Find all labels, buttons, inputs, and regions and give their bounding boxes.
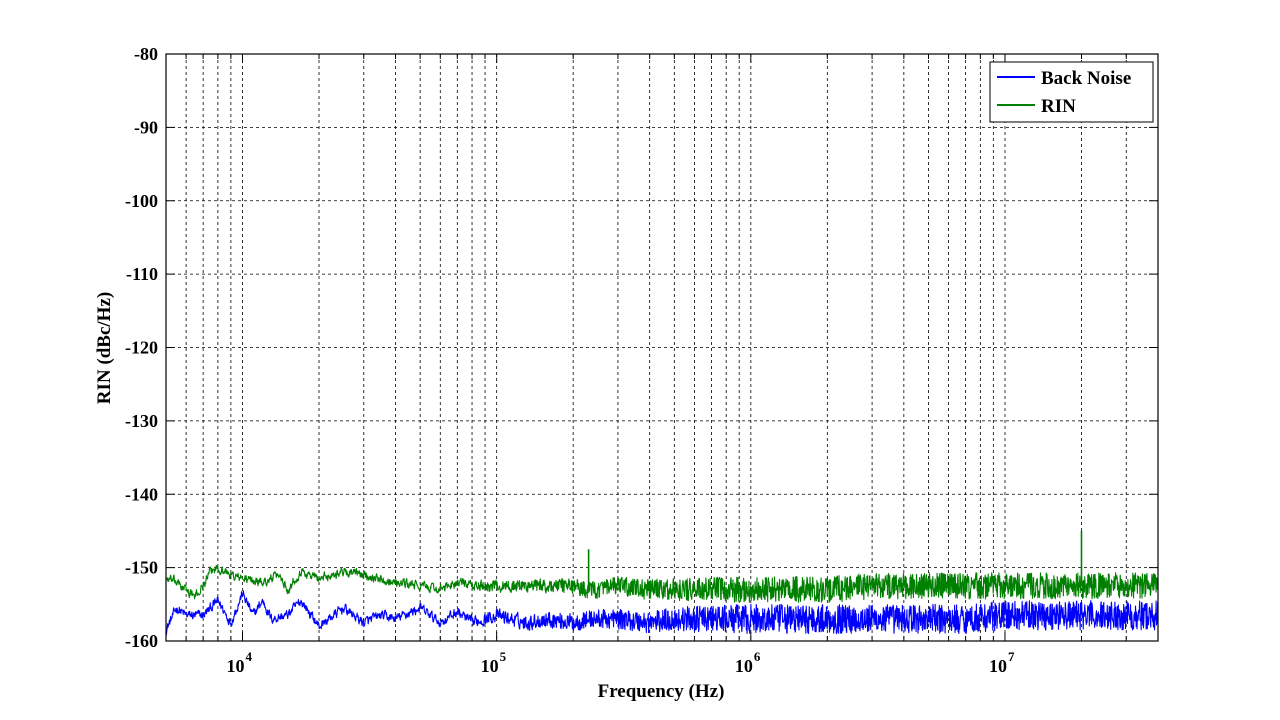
plot-area (166, 54, 1158, 641)
x-tick-label-base: 10 (481, 656, 499, 676)
x-tick-label: 10 7 (989, 649, 1015, 676)
x-axis-label: Frequency (Hz) (598, 681, 725, 702)
x-tick-label-exponent: 6 (754, 649, 761, 664)
y-axis-label: RIN (dBc/Hz) (94, 292, 115, 404)
series-layer (165, 530, 1159, 636)
x-tick-label-base: 10 (989, 656, 1007, 676)
y-tick-label: -160 (125, 631, 158, 651)
x-tick-label-base: 10 (735, 656, 753, 676)
y-tick-label: -120 (125, 338, 158, 358)
x-tick-label: 10 4 (227, 649, 253, 676)
x-tick-labels: 10 4 10 5 10 6 10 7 (227, 649, 1015, 676)
grid (165, 54, 1159, 641)
y-tick-labels: -80 -90 -100 -110 -120 -130 -140 -150 -160 (125, 44, 158, 651)
ticks (165, 53, 1159, 642)
x-tick-label-base: 10 (227, 656, 245, 676)
y-tick-label: -80 (134, 44, 158, 64)
x-tick-label-exponent: 7 (1008, 649, 1015, 664)
legend-box (989, 61, 1154, 123)
y-tick-label: -130 (125, 411, 158, 431)
y-tick-label: -100 (125, 191, 158, 211)
series-line-rin (165, 564, 1159, 603)
x-tick-label-exponent: 5 (500, 649, 507, 664)
x-tick-label: 10 6 (735, 649, 761, 676)
legend-label-rin: RIN (1041, 96, 1076, 117)
x-tick-label: 10 5 (481, 649, 507, 676)
y-tick-label: -90 (134, 117, 158, 137)
x-tick-label-exponent: 4 (246, 649, 253, 664)
legend: Back Noise RIN (989, 61, 1154, 123)
y-tick-label: -150 (125, 558, 158, 578)
series-line-back-noise (165, 590, 1159, 636)
legend-label-back-noise: Back Noise (1041, 68, 1131, 89)
y-tick-label: -110 (126, 264, 158, 284)
y-tick-label: -140 (125, 484, 158, 504)
